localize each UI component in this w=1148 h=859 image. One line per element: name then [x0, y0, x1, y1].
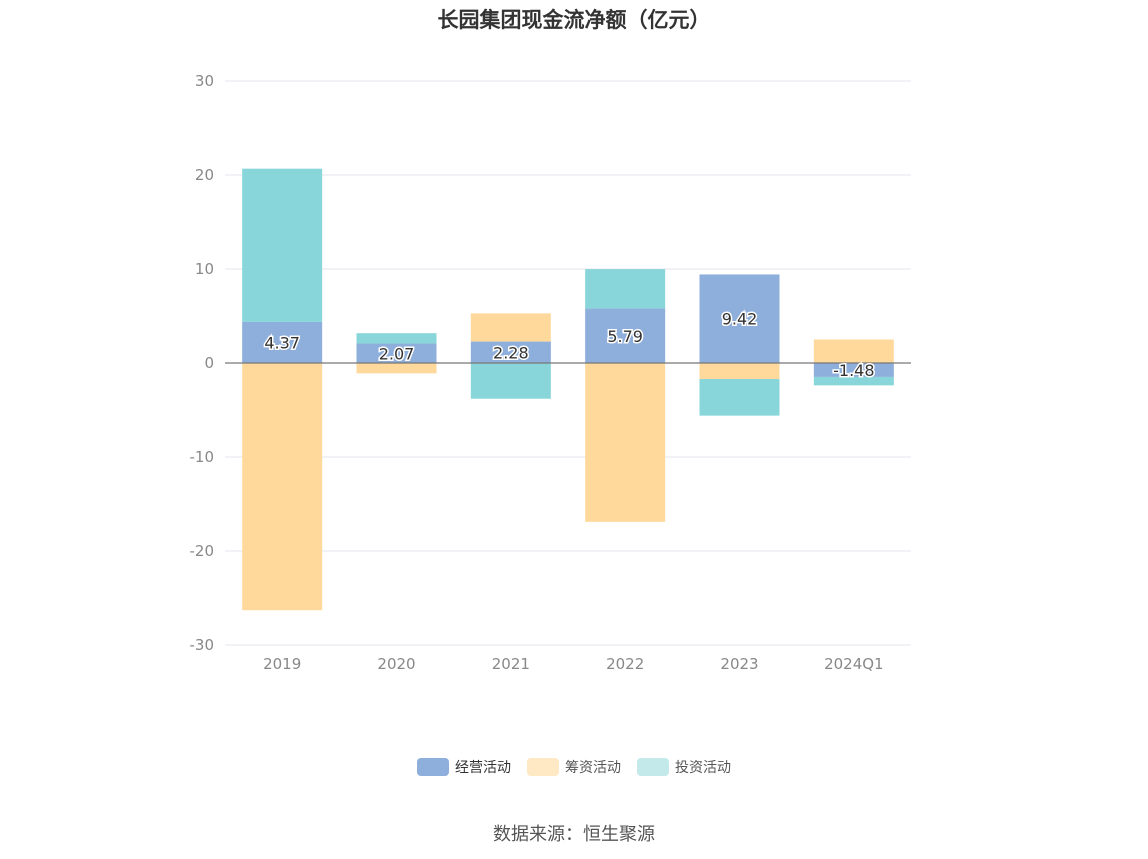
bar-financing-2021[interactable] — [470, 313, 551, 342]
legend-label-operating: 经营活动 — [455, 760, 511, 776]
legend-item-operating[interactable]: 经营活动 — [417, 757, 511, 777]
bar-operating-2021[interactable] — [470, 341, 551, 363]
bar-investing-2021[interactable] — [470, 363, 551, 399]
legend: 经营活动 筹资活动 投资活动 — [0, 754, 1148, 780]
axis-layer: 30 20 10 0 -10 -20 -30 2019 2020 2021 2022 2023 2024… — [190, 72, 911, 673]
bar-investing-2019[interactable] — [242, 168, 323, 322]
y-tick-label: 30 — [195, 72, 214, 90]
bar-financing-2022[interactable] — [585, 363, 666, 522]
y-tick-label: -30 — [190, 636, 215, 654]
legend-label-financing: 筹资活动 — [565, 760, 621, 776]
legend-swatch-financing — [527, 758, 559, 776]
x-tick-label: 2023 — [720, 655, 758, 673]
legend-label-investing: 投资活动 — [675, 760, 731, 776]
x-tick-label: 2020 — [377, 655, 415, 673]
bar-operating-2023[interactable] — [699, 274, 780, 363]
data-label: 9.42 — [722, 310, 758, 329]
legend-item-investing[interactable]: 投资活动 — [637, 757, 731, 777]
bar-operating-2019[interactable] — [242, 321, 323, 363]
data-label: 2.07 — [379, 344, 415, 363]
legend-swatch-operating — [417, 758, 449, 776]
bar-investing-2024Q1[interactable] — [813, 376, 894, 386]
bar-investing-2023[interactable] — [699, 378, 780, 416]
y-tick-label: 0 — [204, 354, 214, 372]
x-tick-label: 2024Q1 — [824, 655, 884, 673]
chart-svg: 30 20 10 0 -10 -20 -30 2019 2020 2021 2022 2023 2024… — [190, 72, 911, 673]
chart-title: 长园集团现金流净额（亿元） — [437, 8, 711, 32]
data-source: 数据来源：恒生聚源 — [493, 824, 655, 845]
bar-financing-2019[interactable] — [242, 363, 323, 611]
bar-investing-2022[interactable] — [585, 269, 666, 309]
legend-item-financing[interactable]: 筹资活动 — [527, 757, 621, 777]
data-label: 2.28 — [493, 343, 529, 362]
bar-operating-2020[interactable] — [356, 343, 437, 363]
bar-financing-2023[interactable] — [699, 363, 780, 379]
data-label: 4.37 — [264, 333, 300, 352]
y-tick-label: -20 — [190, 542, 215, 560]
y-tick-label: 10 — [195, 260, 214, 278]
bar-financing-2024Q1[interactable] — [813, 339, 894, 364]
labels-layer: 4.37 2.07 2.28 5.79 9.42 -1.48 — [263, 308, 876, 381]
x-tick-label: 2021 — [492, 655, 530, 673]
bar-operating-2022[interactable] — [585, 308, 666, 363]
y-tick-label: -10 — [190, 448, 215, 466]
bar-operating-2024Q1[interactable] — [813, 363, 894, 377]
bar-investing-2020[interactable] — [356, 333, 437, 344]
legend-swatch-investing — [637, 758, 669, 776]
bar-financing-2020[interactable] — [356, 363, 437, 374]
x-tick-label: 2019 — [263, 655, 301, 673]
bars-layer — [242, 168, 894, 611]
data-label: -1.48 — [833, 361, 874, 380]
y-tick-label: 20 — [195, 166, 214, 184]
grid-layer — [225, 80, 911, 646]
data-label: 5.79 — [607, 327, 643, 346]
x-tick-label: 2022 — [606, 655, 644, 673]
